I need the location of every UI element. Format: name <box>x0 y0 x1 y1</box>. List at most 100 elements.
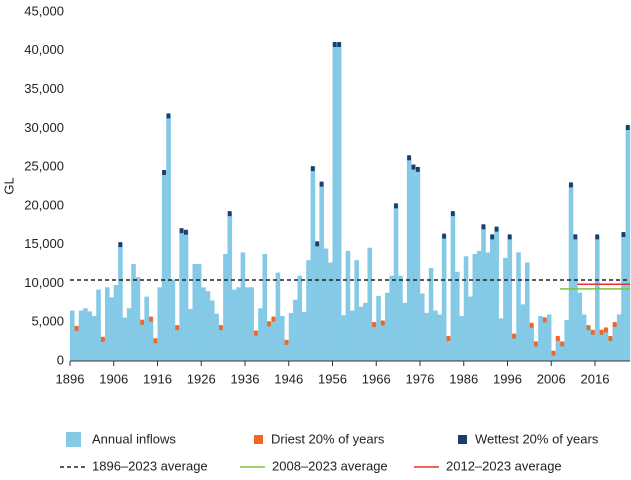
bar <box>424 312 429 361</box>
x-tick-label: 1936 <box>231 371 260 386</box>
extreme-marker <box>590 329 595 335</box>
bar <box>131 264 136 361</box>
extreme-marker <box>310 166 315 172</box>
y-tick-label: 30,000 <box>24 120 64 135</box>
bar <box>568 183 574 361</box>
bar <box>144 296 149 361</box>
extreme-marker <box>254 330 258 336</box>
bar <box>170 279 176 361</box>
bar <box>183 230 189 361</box>
extreme-marker <box>411 164 416 170</box>
extreme-marker <box>267 321 271 327</box>
y-tick-label: 45,000 <box>24 3 64 18</box>
legend-swatch <box>66 432 81 447</box>
bar <box>100 337 106 361</box>
bar <box>573 235 578 361</box>
bar <box>266 322 272 361</box>
extreme-marker <box>162 169 166 175</box>
y-tick-label: 20,000 <box>24 197 64 212</box>
bar <box>323 248 329 361</box>
bar <box>406 156 412 361</box>
extreme-marker <box>319 181 324 187</box>
y-tick-label: 25,000 <box>24 159 64 174</box>
bar <box>227 212 233 361</box>
extreme-marker <box>608 335 613 341</box>
bar <box>525 262 530 361</box>
bar <box>336 43 342 362</box>
bar <box>262 253 268 361</box>
extreme-marker <box>450 211 455 217</box>
bar <box>538 316 543 361</box>
extreme-marker <box>512 333 516 339</box>
bar <box>367 247 373 361</box>
bar <box>476 250 482 361</box>
extreme-marker <box>555 335 560 341</box>
extreme-marker <box>179 228 184 234</box>
bar <box>398 275 403 361</box>
bar <box>603 328 609 361</box>
legend-label: Wettest 20% of years <box>475 431 599 446</box>
extreme-marker <box>529 322 534 328</box>
extreme-marker <box>625 125 630 131</box>
bar <box>612 322 618 361</box>
extreme-marker <box>551 350 556 356</box>
y-tick-label: 0 <box>57 352 64 367</box>
y-tick-label: 15,000 <box>24 236 64 251</box>
bar <box>240 252 246 361</box>
bar <box>109 297 114 361</box>
extreme-marker <box>219 325 223 331</box>
bar <box>196 264 202 361</box>
bar <box>231 289 237 361</box>
legend-label: Driest 20% of years <box>271 431 385 446</box>
bar <box>555 336 561 361</box>
legend-label: 1896–2023 average <box>92 458 208 473</box>
bar <box>350 310 355 361</box>
bar <box>188 309 193 361</box>
bar <box>503 257 508 361</box>
bar <box>393 204 399 361</box>
bar <box>192 264 198 361</box>
bar <box>376 295 381 361</box>
bar <box>105 287 110 361</box>
x-tick-label: 1976 <box>406 371 435 386</box>
bar <box>140 320 145 361</box>
bar <box>214 313 219 361</box>
extreme-marker <box>284 339 289 345</box>
extreme-marker <box>442 233 446 239</box>
extreme-marker <box>315 241 320 247</box>
bar <box>122 317 128 361</box>
bar <box>385 292 390 361</box>
extreme-marker <box>604 327 608 333</box>
legend-swatch <box>458 435 467 444</box>
bar <box>74 326 79 361</box>
bar <box>332 43 338 362</box>
bar <box>157 287 163 361</box>
extreme-marker <box>595 234 600 240</box>
bar <box>341 315 346 361</box>
y-tick-label: 40,000 <box>24 42 64 57</box>
extreme-marker <box>394 203 398 209</box>
extreme-marker <box>415 166 420 172</box>
extreme-marker <box>380 320 385 326</box>
bar <box>415 167 421 361</box>
bar <box>577 292 583 361</box>
bar <box>223 253 228 361</box>
extreme-marker <box>175 325 180 331</box>
bar <box>533 342 539 361</box>
extreme-marker <box>446 335 451 341</box>
bar <box>441 234 447 361</box>
bar <box>275 272 281 361</box>
bar <box>280 316 285 361</box>
legend-swatch <box>254 435 263 444</box>
bar <box>402 302 408 361</box>
extreme-marker <box>140 319 145 325</box>
bar <box>284 340 289 361</box>
bar <box>126 308 132 361</box>
bar <box>175 326 180 361</box>
y-tick-label: 35,000 <box>24 81 64 96</box>
extreme-marker <box>612 321 617 327</box>
x-tick-label: 1986 <box>449 371 478 386</box>
bar <box>83 308 88 361</box>
x-tick-label: 1946 <box>274 371 303 386</box>
bar <box>113 284 119 361</box>
